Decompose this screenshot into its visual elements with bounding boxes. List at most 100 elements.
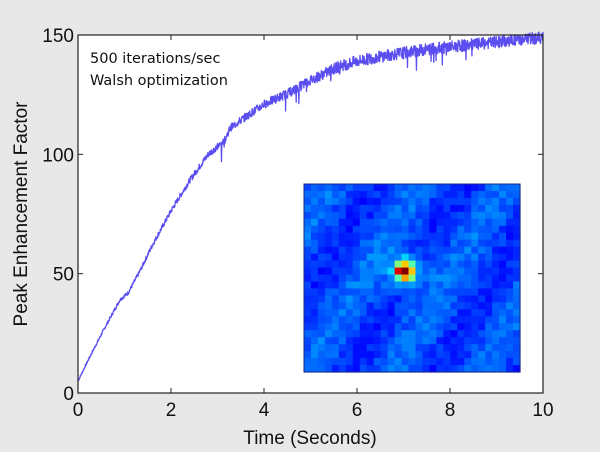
heatmap-cell	[485, 197, 493, 206]
heatmap-cell	[499, 288, 507, 296]
heatmap-cell	[345, 204, 354, 213]
heatmap-cell	[464, 260, 472, 269]
heatmap-cell	[352, 288, 361, 296]
heatmap-cell	[415, 190, 424, 199]
heatmap-cell	[401, 253, 410, 262]
heatmap-cell	[422, 351, 431, 359]
heatmap-cell	[513, 267, 521, 276]
heatmap-cell	[345, 344, 354, 352]
heatmap-cell	[443, 246, 451, 255]
heatmap-cell	[373, 302, 382, 310]
heatmap-cell	[317, 344, 326, 352]
heatmap-cell	[471, 218, 479, 227]
heatmap-cell	[478, 260, 486, 269]
heatmap-cell	[345, 351, 354, 359]
heatmap-cell	[331, 239, 340, 248]
heatmap-cell	[380, 316, 389, 324]
heatmap-cell	[492, 295, 500, 303]
heatmap-cell	[499, 323, 507, 331]
heatmap-cell	[478, 281, 486, 290]
heatmap-cell	[345, 239, 354, 248]
heatmap-cell	[373, 365, 382, 373]
heatmap-cell	[310, 351, 319, 359]
heatmap-cell	[345, 260, 354, 269]
heatmap-cell	[450, 218, 458, 227]
heatmap-cell	[352, 344, 361, 352]
heatmap-cell	[436, 344, 444, 352]
heatmap-cell	[331, 316, 340, 324]
heatmap-cell	[338, 184, 347, 192]
heatmap-cell	[450, 253, 458, 262]
heatmap-cell	[450, 330, 458, 338]
heatmap-cell	[359, 253, 368, 262]
heatmap-cell	[317, 239, 326, 248]
heatmap-cell	[387, 267, 396, 276]
heatmap-cell	[415, 246, 424, 255]
heatmap-cell	[457, 190, 465, 199]
heatmap-cell	[478, 302, 486, 310]
heatmap-cell	[408, 302, 417, 310]
heatmap-cell	[443, 211, 451, 220]
heatmap-cell	[415, 337, 424, 345]
heatmap-cell	[457, 330, 465, 338]
heatmap-cell	[324, 281, 333, 290]
heatmap-cell	[380, 225, 389, 234]
heatmap-cell	[324, 358, 333, 366]
heatmap-cell	[394, 253, 403, 262]
heatmap-cell	[443, 337, 451, 345]
heatmap-cell	[457, 274, 465, 283]
heatmap-cell	[387, 211, 396, 220]
heatmap-cell	[380, 281, 389, 290]
heatmap-cell	[352, 316, 361, 324]
heatmap-cell	[492, 246, 500, 255]
heatmap-cell	[457, 358, 465, 366]
heatmap-cell	[387, 365, 396, 373]
heatmap-cell	[352, 365, 361, 373]
heatmap-cell	[513, 358, 521, 366]
heatmap-cell	[471, 330, 479, 338]
heatmap-cell	[380, 253, 389, 262]
heatmap-cell	[331, 197, 340, 206]
heatmap-cell	[394, 302, 403, 310]
heatmap-cell	[324, 246, 333, 255]
heatmap-cell	[345, 302, 354, 310]
heatmap-cell	[324, 330, 333, 338]
heatmap-cell	[450, 309, 458, 317]
heatmap-cell	[436, 302, 444, 310]
heatmap-cell	[331, 344, 340, 352]
heatmap-cell	[366, 316, 375, 324]
heatmap-cell	[324, 190, 333, 199]
heatmap-cell	[317, 197, 326, 206]
heatmap-cell	[310, 253, 319, 262]
heatmap-cell	[499, 309, 507, 317]
heatmap-cell	[485, 302, 493, 310]
heatmap-cell	[408, 274, 417, 283]
heatmap-cell	[506, 288, 514, 296]
heatmap-cell	[373, 274, 382, 283]
heatmap-cell	[478, 330, 486, 338]
heatmap-cell	[331, 184, 340, 192]
heatmap-cell	[450, 246, 458, 255]
heatmap-cell	[422, 267, 431, 276]
heatmap-cell	[408, 295, 417, 303]
heatmap-cell	[359, 358, 368, 366]
heatmap-cell	[429, 288, 437, 296]
heatmap-cell	[478, 204, 486, 213]
heatmap-cell	[345, 225, 354, 234]
heatmap-cell	[331, 309, 340, 317]
heatmap-cell	[331, 365, 340, 373]
heatmap-cell	[457, 302, 465, 310]
heatmap-cell	[352, 351, 361, 359]
heatmap-cell	[366, 281, 375, 290]
heatmap-cell	[506, 344, 514, 352]
heatmap-cell	[387, 358, 396, 366]
heatmap-cell	[331, 267, 340, 276]
heatmap-cell	[415, 365, 424, 373]
heatmap-cell	[331, 211, 340, 220]
heatmap-cell	[317, 316, 326, 324]
heatmap-cell	[373, 232, 382, 241]
heatmap-cell	[506, 323, 514, 331]
y-tick-label-0: 0	[63, 384, 74, 405]
y-axis-label: Peak Enhancement Factor	[11, 101, 32, 327]
heatmap-cell	[450, 288, 458, 296]
